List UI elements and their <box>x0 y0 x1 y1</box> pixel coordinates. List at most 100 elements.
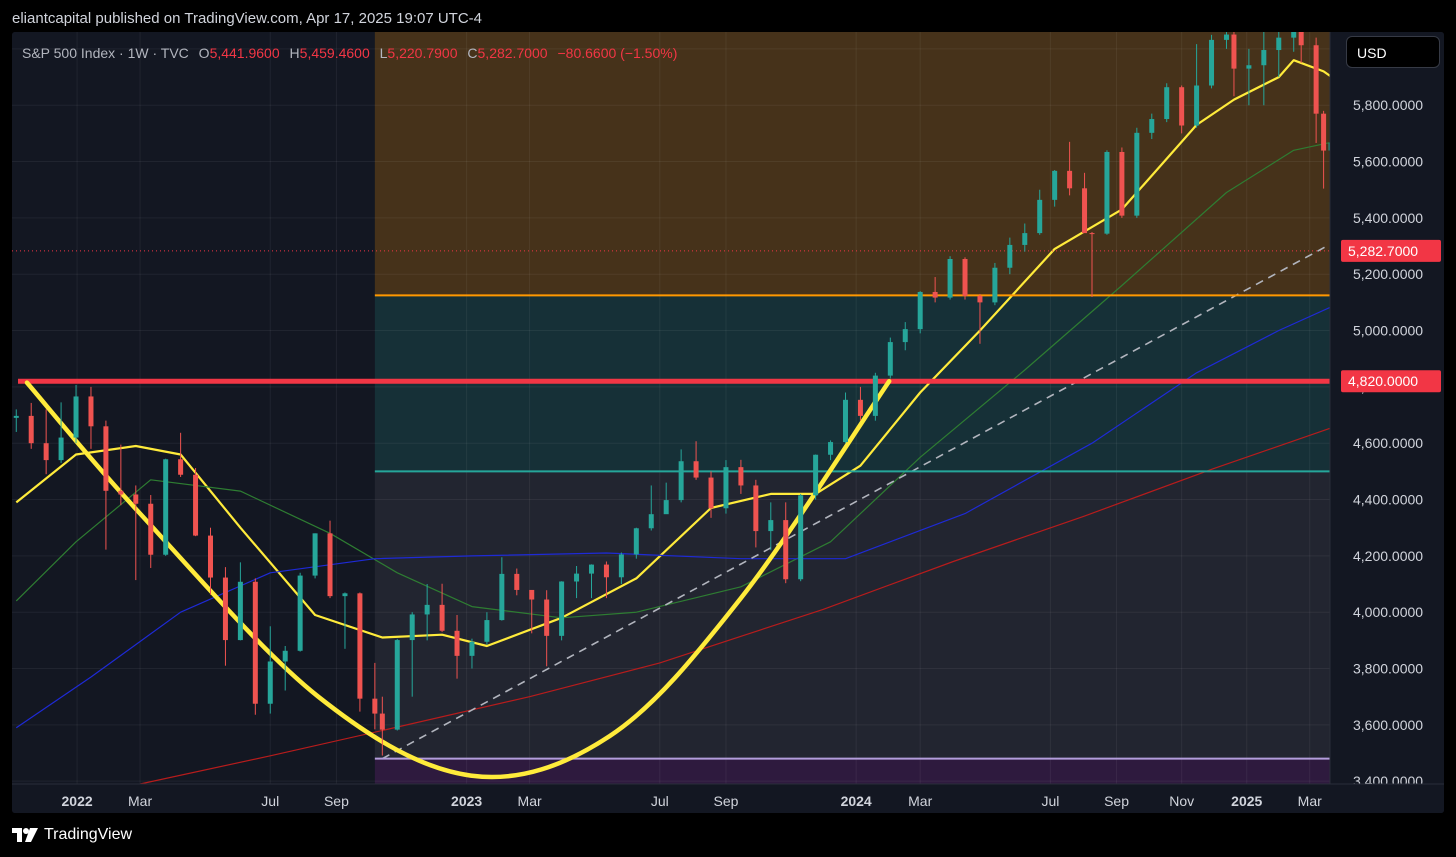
candle-body <box>43 443 49 461</box>
candle-body <box>297 575 303 651</box>
candle-body <box>118 490 124 495</box>
candle-body <box>828 442 834 455</box>
candle-body <box>917 291 923 330</box>
candle-body <box>1022 233 1028 245</box>
candle-body <box>357 593 363 699</box>
price-axis <box>1330 32 1444 813</box>
time-axis <box>12 784 1444 813</box>
currency-button[interactable]: USD <box>1346 36 1440 68</box>
x-tick-label: Mar <box>908 793 932 809</box>
candle-body <box>738 467 744 486</box>
open-label: O <box>198 45 210 61</box>
x-tick-label: 2022 <box>62 793 93 809</box>
x-tick-label: Mar <box>518 793 542 809</box>
y-tick-label: 4,200.0000 <box>1353 548 1423 564</box>
candle-body <box>88 396 94 427</box>
x-tick-label: Jul <box>261 793 279 809</box>
candle-body <box>58 437 64 461</box>
open-value: 5,441.9600 <box>209 45 280 61</box>
y-tick-label: 3,600.0000 <box>1353 717 1423 733</box>
candle-body <box>588 564 594 574</box>
cup-curve <box>24 378 892 780</box>
candle-body <box>394 640 400 730</box>
x-tick-label: Nov <box>1169 793 1194 809</box>
published-text: eliantcapital published on TradingView.c… <box>12 10 483 27</box>
chart-pane[interactable]: 3,400.0000 3,600.0000 3,800.0000 4,000.0000… <box>12 32 1444 813</box>
fib-zone-3 <box>374 758 1330 784</box>
candle-body <box>768 520 774 532</box>
moving-average-line-3 <box>139 417 1361 785</box>
candle-body <box>222 577 228 641</box>
y-tick-label: 3,800.0000 <box>1353 661 1423 677</box>
candle-body <box>1231 34 1237 69</box>
candle-body <box>857 399 863 416</box>
price-tag-label: 5,282.7000 <box>1348 243 1418 259</box>
candle-body <box>618 554 624 578</box>
candle-body <box>947 259 953 298</box>
candle-body <box>312 533 318 576</box>
candle-body <box>103 426 109 491</box>
candle-body <box>178 459 184 475</box>
chart-background <box>12 32 1444 813</box>
candle-body <box>872 375 878 416</box>
candle-body <box>1037 199 1043 234</box>
candle-body <box>932 291 938 298</box>
low-label: L <box>379 45 388 61</box>
x-tick-label: 2023 <box>451 793 482 809</box>
moving-average-line-0 <box>15 59 1361 648</box>
candle-body <box>678 461 684 501</box>
candle-body <box>163 459 169 555</box>
x-tick-label: Mar <box>1298 793 1322 809</box>
footer-bar <box>0 813 1456 857</box>
candle-body <box>484 620 490 642</box>
fib-zone-0 <box>374 32 1330 296</box>
candle-body <box>693 461 699 478</box>
candle-body <box>559 581 565 636</box>
candle-body <box>1261 50 1267 66</box>
tradingview-logo[interactable]: TradingView <box>12 826 132 844</box>
candle-body <box>1052 170 1058 200</box>
fib-zone-2 <box>374 471 1330 759</box>
candle-body <box>148 503 154 555</box>
candle-body <box>992 267 998 303</box>
candle-body <box>1276 37 1282 51</box>
candle-body <box>574 573 580 582</box>
high-label: H <box>289 45 300 61</box>
y-tick-label: 5,800.0000 <box>1353 97 1423 113</box>
x-tick-label: Sep <box>1104 793 1129 809</box>
x-tick-label: Sep <box>324 793 349 809</box>
symbol-text[interactable]: S&P 500 Index · 1W · TVC <box>22 45 189 61</box>
candle-body <box>1209 39 1215 86</box>
moving-average-line-1 <box>15 135 1361 619</box>
price-tag-box <box>1341 239 1441 262</box>
x-tick-label: 2024 <box>841 793 872 809</box>
candle-body <box>1194 85 1200 126</box>
y-tick-label: 5,200.0000 <box>1353 266 1423 282</box>
candle-body <box>977 295 983 303</box>
publish-header: eliantcapital published on TradingView.c… <box>0 0 1456 34</box>
candle-body <box>1179 87 1185 126</box>
candle-body <box>327 533 333 597</box>
x-tick-label: Jul <box>1041 793 1059 809</box>
tradingview-brand: TradingView <box>44 826 133 843</box>
candle-body <box>454 630 460 656</box>
candle-body <box>1291 32 1297 38</box>
close-value: 5,282.7000 <box>477 45 548 61</box>
low-value: 5,220.7900 <box>387 45 458 61</box>
candle-body <box>1149 119 1155 133</box>
candle-body <box>1313 45 1319 114</box>
trendline-dashed <box>381 222 1369 760</box>
candle-body <box>469 641 475 656</box>
y-tick-label: 4,000.0000 <box>1353 604 1423 620</box>
candle-body <box>1164 87 1170 120</box>
y-tick-label: 4,400.0000 <box>1353 492 1423 508</box>
candle-body <box>842 399 848 443</box>
candle-body <box>1298 32 1304 46</box>
candle-body <box>663 500 669 515</box>
price-chart[interactable]: 3,400.00003,600.00003,800.00004,000.0000… <box>12 32 1444 813</box>
price-tag-label: 4,820.0000 <box>1348 373 1418 389</box>
candle-body <box>28 415 34 444</box>
candle-body <box>73 396 79 438</box>
candle-body <box>13 415 19 418</box>
candle-body <box>282 650 288 662</box>
